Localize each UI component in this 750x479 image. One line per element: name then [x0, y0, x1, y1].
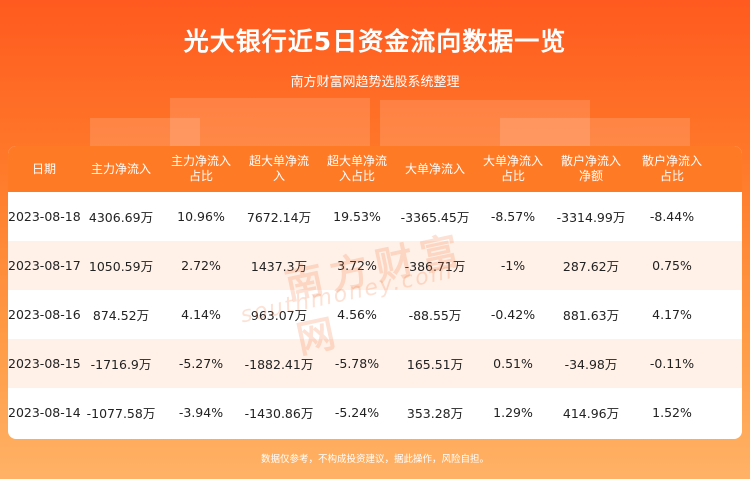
cell-large-net-inflow-ratio: 0.51%: [493, 356, 533, 371]
cell-retail-net-inflow: 881.63万: [562, 308, 620, 323]
cell-large-net-inflow-ratio: -8.57%: [490, 209, 536, 224]
cell-large-net-inflow: -386.71万: [404, 259, 466, 274]
cell-large-net-inflow: 165.51万: [406, 357, 464, 372]
table-row: 2023-08-17 1050.59万 2.72% 1437.3万 3.72% -386.…: [8, 241, 742, 290]
cell-retail-net-inflow-ratio: 1.52%: [652, 405, 692, 420]
cell-super-large-net-inflow: -1430.86万: [244, 406, 314, 421]
disclaimer: 数据仅参考，不构成投资建议，据此操作，风险自担。: [260, 454, 489, 465]
background-decoration: [500, 118, 690, 148]
column-header: 大单净流入 占比: [482, 154, 543, 183]
table-row: 2023-08-14 -1077.58万 -3.94% -1430.86万 -5.24%…: [8, 388, 742, 437]
cell-retail-net-inflow: -34.98万: [564, 357, 618, 372]
background-decoration: [90, 118, 200, 148]
cell-large-net-inflow: 353.28万: [406, 406, 464, 421]
cell-super-large-net-inflow: -1882.41万: [244, 357, 314, 372]
data-table: 日期 主力净流入 主力净流入 占比 超大单净流 入 超大单净流 入占比 大单净流…: [8, 146, 742, 439]
cell-main-net-inflow-ratio: 10.96%: [177, 209, 225, 224]
cell-super-large-net-inflow-ratio: -5.24%: [334, 405, 380, 420]
cell-main-net-inflow: 1050.59万: [88, 259, 154, 274]
table-row: 2023-08-15 -1716.9万 -5.27% -1882.41万 -5.78% 1…: [8, 339, 742, 388]
cell-large-net-inflow-ratio: 1.29%: [493, 405, 533, 420]
cell-super-large-net-inflow-ratio: 19.53%: [333, 209, 381, 224]
cell-super-large-net-inflow: 7672.14万: [246, 210, 312, 225]
cell-retail-net-inflow: 414.96万: [562, 406, 620, 421]
column-header: 超大单净流 入: [248, 154, 309, 183]
cell-large-net-inflow: -88.55万: [408, 308, 462, 323]
table-header: 日期 主力净流入 主力净流入 占比 超大单净流 入 超大单净流 入占比 大单净流…: [8, 146, 742, 192]
column-header: 主力净流入 占比: [170, 154, 231, 183]
cell-retail-net-inflow-ratio: 0.75%: [652, 258, 692, 273]
cell-main-net-inflow-ratio: 2.72%: [181, 258, 221, 273]
cell-main-net-inflow: -1716.9万: [90, 357, 152, 372]
table-row: 2023-08-16 874.52万 4.14% 963.07万 4.56% -88.55…: [8, 290, 742, 339]
column-header: 日期: [31, 161, 56, 176]
cell-retail-net-inflow-ratio: -0.11%: [649, 356, 695, 371]
cell-large-net-inflow-ratio: -0.42%: [490, 307, 536, 322]
cell-date: 2023-08-16: [8, 307, 81, 322]
cell-retail-net-inflow: 287.62万: [562, 259, 620, 274]
cell-date: 2023-08-17: [8, 258, 81, 273]
cell-main-net-inflow: -1077.58万: [86, 406, 156, 421]
cell-retail-net-inflow-ratio: 4.17%: [652, 307, 692, 322]
page-title: 光大银行近5日资金流向数据一览: [183, 27, 567, 56]
cell-large-net-inflow: -3365.45万: [400, 210, 470, 225]
cell-retail-net-inflow: -3314.99万: [556, 210, 626, 225]
cell-date: 2023-08-14: [8, 405, 81, 420]
column-header: 大单净流入: [404, 161, 465, 176]
cell-super-large-net-inflow: 963.07万: [250, 308, 308, 323]
page-subtitle: 南方财富网趋势选股系统整理: [290, 75, 460, 90]
cell-large-net-inflow-ratio: -1%: [500, 258, 526, 273]
cell-main-net-inflow-ratio: 4.14%: [181, 307, 221, 322]
cell-main-net-inflow-ratio: -5.27%: [178, 356, 224, 371]
cell-main-net-inflow-ratio: -3.94%: [178, 405, 224, 420]
column-header: 散户净流入 占比: [641, 154, 702, 183]
cell-super-large-net-inflow-ratio: -5.78%: [334, 356, 380, 371]
cell-date: 2023-08-18: [8, 209, 81, 224]
background-decoration: [380, 100, 590, 148]
column-header: 超大单净流 入占比: [326, 154, 387, 183]
background-decoration: [170, 98, 370, 148]
cell-retail-net-inflow-ratio: -8.44%: [649, 209, 695, 224]
cell-super-large-net-inflow-ratio: 4.56%: [337, 307, 377, 322]
column-header: 散户净流入 净额: [560, 154, 621, 183]
cell-super-large-net-inflow: 1437.3万: [250, 259, 308, 274]
cell-main-net-inflow: 4306.69万: [88, 210, 154, 225]
cell-super-large-net-inflow-ratio: 3.72%: [337, 258, 377, 273]
cell-date: 2023-08-15: [8, 356, 81, 371]
column-header: 主力净流入: [90, 161, 151, 176]
cell-main-net-inflow: 874.52万: [92, 308, 150, 323]
table-row: 2023-08-18 4306.69万 10.96% 7672.14万 19.53% -3…: [8, 192, 742, 241]
